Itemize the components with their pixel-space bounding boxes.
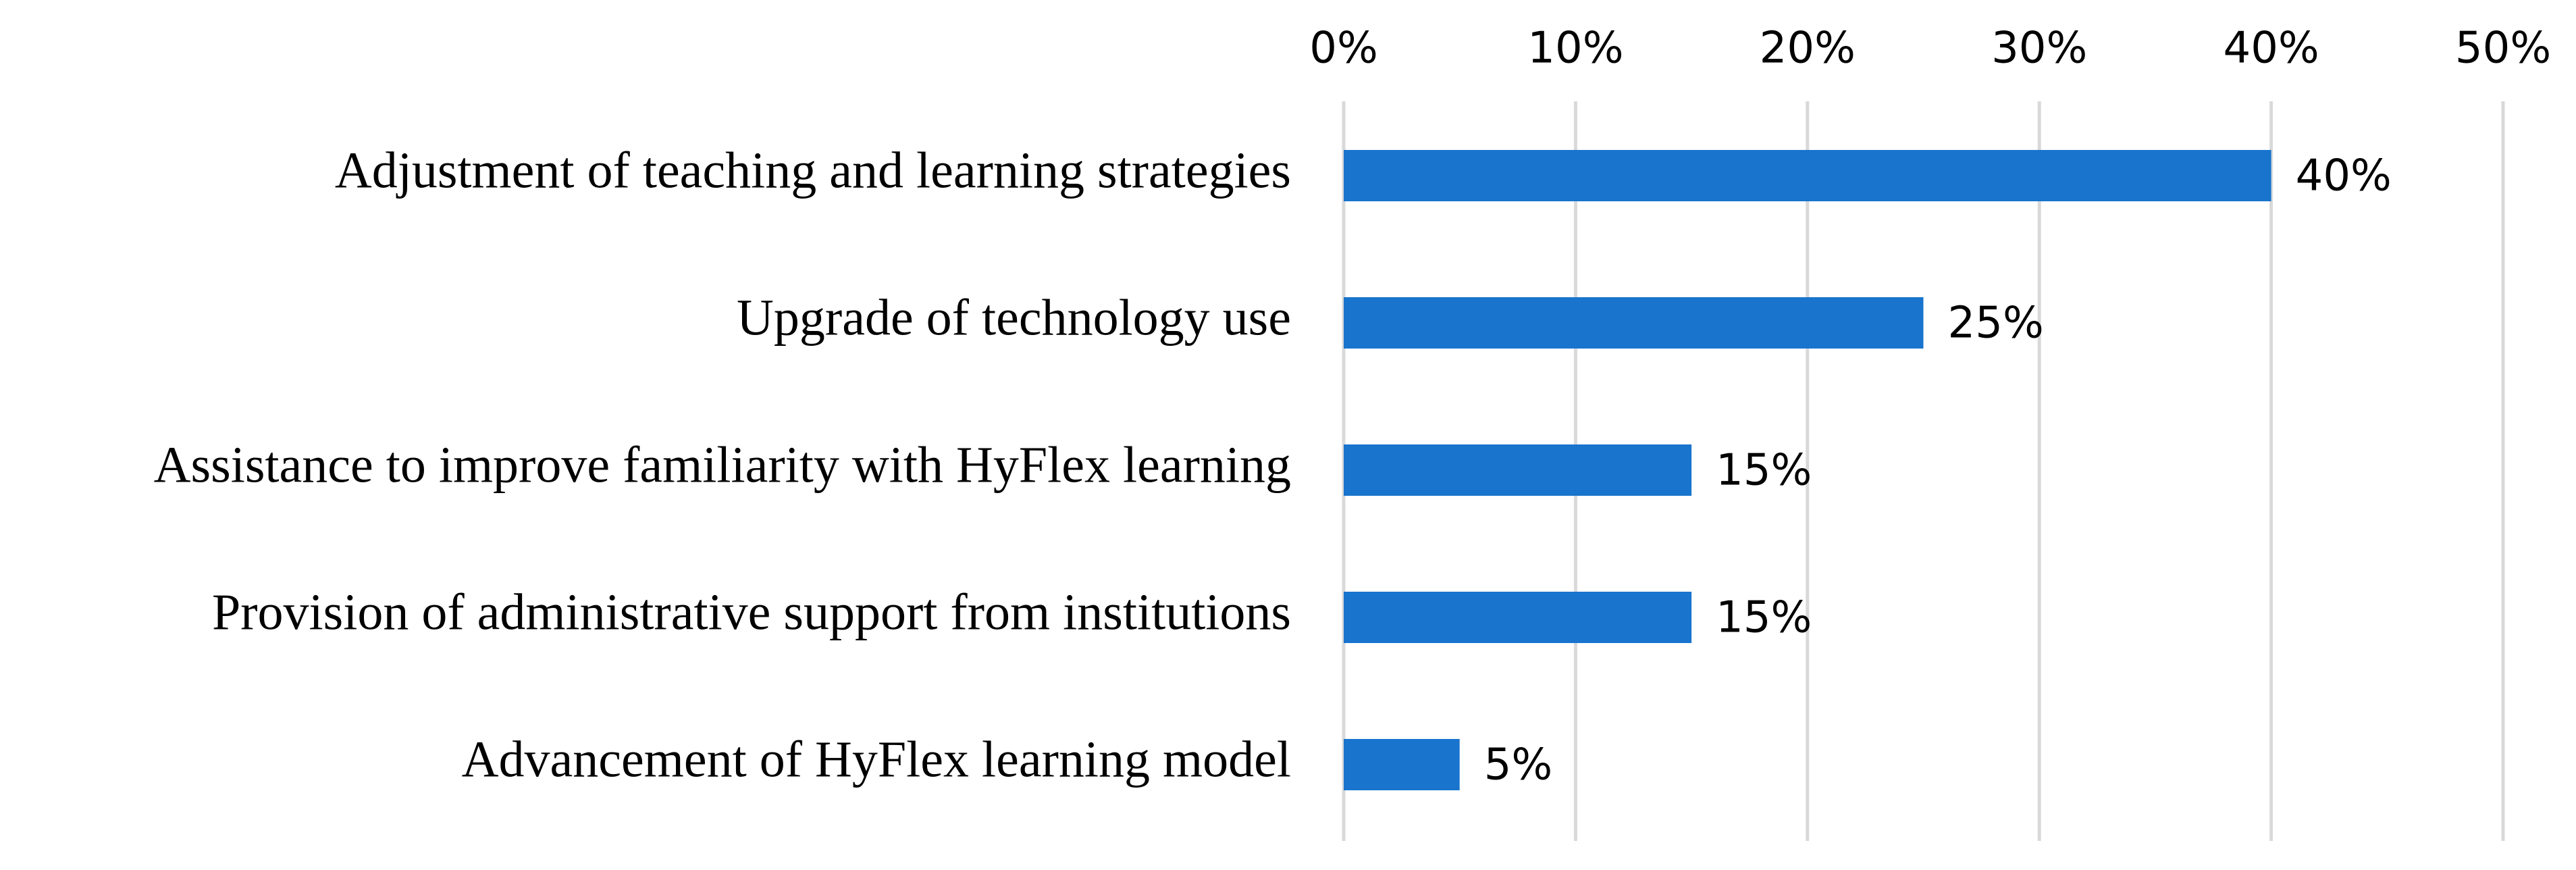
bar bbox=[1344, 739, 1460, 790]
category-labels: Adjustment of teaching and learning stra… bbox=[154, 142, 1291, 788]
x-tick-label: 50% bbox=[2455, 24, 2551, 74]
category-label: Adjustment of teaching and learning stra… bbox=[335, 142, 1291, 199]
x-tick-label: 0% bbox=[1309, 24, 1378, 74]
category-label: Upgrade of technology use bbox=[737, 289, 1291, 346]
bar bbox=[1344, 297, 1924, 349]
x-tick-label: 30% bbox=[1991, 24, 2087, 74]
x-tick-label: 20% bbox=[1760, 24, 1856, 74]
data-label: 40% bbox=[2296, 151, 2392, 201]
bar bbox=[1344, 592, 1692, 643]
bars bbox=[1344, 150, 2271, 790]
bar bbox=[1344, 444, 1692, 496]
category-label: Provision of administrative support from… bbox=[212, 584, 1291, 640]
data-label: 15% bbox=[1716, 446, 1812, 496]
x-tick-label: 40% bbox=[2223, 24, 2319, 74]
value-labels: 40% 25% 15% 15% 5% bbox=[1484, 151, 2392, 790]
x-tick-label: 10% bbox=[1527, 24, 1623, 74]
data-label: 15% bbox=[1716, 593, 1812, 643]
data-label: 5% bbox=[1484, 740, 1553, 790]
category-label: Advancement of HyFlex learning model bbox=[462, 731, 1291, 788]
bar bbox=[1344, 150, 2271, 201]
x-axis-ticks: 0% 10% 20% 30% 40% 50% bbox=[1309, 24, 2551, 74]
data-label: 25% bbox=[1948, 299, 2044, 349]
category-label: Assistance to improve familiarity with H… bbox=[154, 436, 1291, 493]
gridlines bbox=[1342, 101, 2505, 841]
